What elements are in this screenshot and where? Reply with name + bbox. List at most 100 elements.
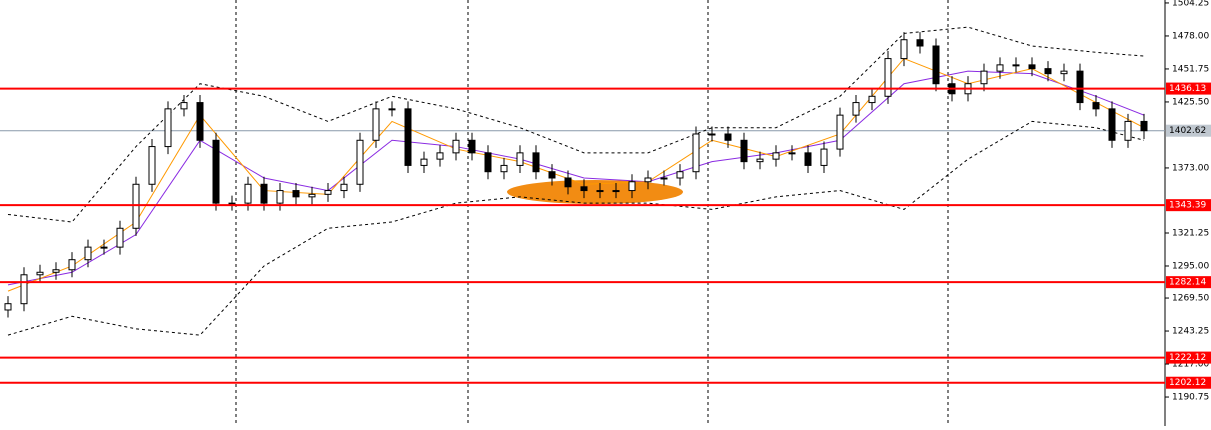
candle-body [308, 193, 316, 198]
candle-body [356, 139, 364, 185]
candle-body [516, 152, 524, 166]
level-label-box [1166, 351, 1211, 364]
candle-body [116, 227, 124, 248]
level-label: 1202.12 [1169, 378, 1206, 388]
candle-body [724, 133, 732, 141]
candle-body [164, 108, 172, 148]
candle-body [1044, 68, 1052, 75]
candle-body [804, 152, 812, 166]
candle-body [900, 39, 908, 60]
candle-body [52, 269, 60, 273]
candle-body [836, 114, 844, 150]
candle-body [404, 108, 412, 166]
candle-body [372, 108, 380, 141]
candle-body [788, 152, 796, 155]
overlay-line [7, 70, 1145, 286]
candle-body [36, 271, 44, 276]
candle-body [532, 152, 540, 173]
y-tick-label: 1451.75 [1172, 64, 1209, 74]
y-tick-label: 1295.00 [1172, 261, 1209, 271]
candle-body [1124, 120, 1132, 141]
candle-body [1108, 108, 1116, 141]
current-price-box [1166, 124, 1211, 137]
overlay-line [7, 120, 1145, 336]
candle-body [980, 70, 988, 85]
candle-body [388, 108, 396, 111]
candle-body [324, 190, 332, 195]
overlay-line [7, 57, 1145, 292]
y-tick-label: 1269.50 [1172, 294, 1209, 304]
level-label-box [1166, 376, 1211, 389]
y-tick-label: 1478.00 [1172, 31, 1209, 41]
candle-body [548, 171, 556, 179]
candle-body [1076, 70, 1084, 104]
candle-body [660, 177, 668, 180]
candle-body [628, 181, 636, 192]
level-label-box [1166, 276, 1211, 289]
candle-body [1060, 70, 1068, 75]
candle-body [1140, 120, 1148, 132]
candle-body [100, 246, 108, 249]
candle-body [436, 152, 444, 160]
overlay-line [7, 26, 1145, 223]
candle-body [692, 133, 700, 173]
candle-body [452, 139, 460, 154]
candle-body [1028, 64, 1036, 70]
y-tick-label: 1321.25 [1172, 228, 1209, 238]
candle-body [740, 139, 748, 163]
candle-body [196, 102, 204, 141]
candle-body [148, 146, 156, 185]
candle-body [596, 190, 604, 193]
candle-body [564, 177, 572, 188]
level-label: 1343.39 [1169, 201, 1206, 211]
y-tick-label: 1190.75 [1172, 393, 1209, 403]
candle-body [20, 274, 28, 305]
candle-body [4, 303, 12, 311]
candle-body [868, 95, 876, 104]
candle-body [244, 183, 252, 204]
candle-body [292, 190, 300, 198]
candle-body [820, 148, 828, 166]
candle-body [500, 164, 508, 173]
candle-body [1092, 102, 1100, 110]
candle-body [68, 259, 76, 271]
level-label-box [1166, 199, 1211, 212]
candle-body [612, 190, 620, 193]
candle-body [1012, 64, 1020, 67]
candle-body [852, 102, 860, 116]
candle-body [916, 39, 924, 47]
level-label: 1222.12 [1169, 353, 1206, 363]
candle-body [84, 246, 92, 261]
candle-body [276, 190, 284, 204]
highlight-ellipse [507, 180, 683, 204]
candle-body [932, 45, 940, 85]
level-label-box [1166, 82, 1211, 95]
candle-body [228, 202, 236, 205]
candle-body [996, 64, 1004, 72]
candle-body [132, 183, 140, 229]
candle-body [484, 152, 492, 173]
candle-body [676, 171, 684, 179]
level-label: 1436.13 [1169, 84, 1206, 94]
vertical-grid [235, 0, 949, 426]
candle-body [708, 133, 716, 136]
candle-body [580, 186, 588, 192]
candle-body [772, 152, 780, 160]
candle-body [212, 139, 220, 204]
y-tick-label: 1504.25 [1172, 0, 1209, 8]
candle-body [468, 139, 476, 154]
current-price-label: 1402.62 [1169, 126, 1206, 136]
y-tick-label: 1373.00 [1172, 163, 1209, 173]
y-tick-label: 1243.25 [1172, 327, 1209, 337]
candle-body [260, 183, 268, 204]
candle-body [644, 177, 652, 183]
y-tick-label: 1217.00 [1172, 360, 1209, 370]
candle-body [420, 158, 428, 166]
level-label: 1282.14 [1169, 278, 1206, 288]
candle-body [340, 183, 348, 192]
candle-body [756, 158, 764, 163]
candle-body [884, 58, 892, 97]
y-tick-label: 1425.50 [1172, 97, 1209, 107]
